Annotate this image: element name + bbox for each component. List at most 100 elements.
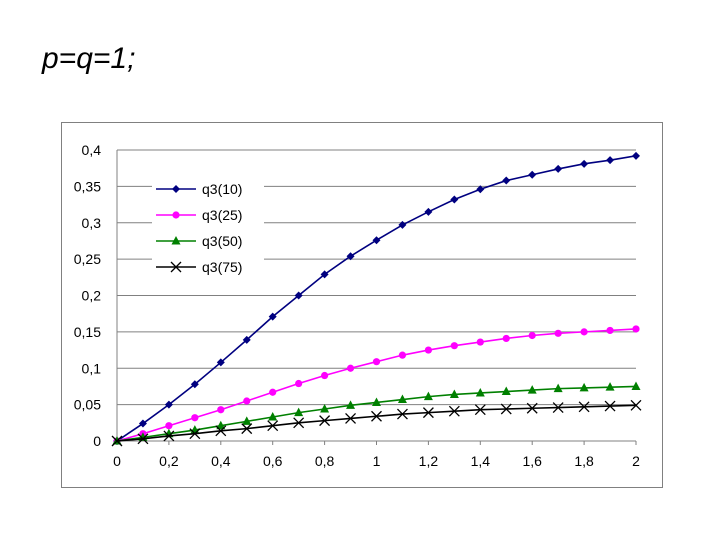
y-tick-label: 0,15	[74, 324, 101, 340]
data-point-series-2	[423, 391, 433, 401]
data-point-series-3	[345, 412, 357, 424]
x-tick-label: 0,8	[315, 453, 335, 469]
data-point-series-3	[526, 402, 538, 414]
data-point-series-2	[294, 407, 304, 417]
data-point-series-0	[190, 380, 199, 389]
x-tick-label: 0,6	[263, 453, 283, 469]
data-point-series-3	[241, 423, 253, 435]
data-point-series-0	[164, 400, 173, 409]
legend-label-1: q3(25)	[202, 207, 242, 223]
y-tick-label: 0,05	[74, 397, 101, 413]
data-point-series-3	[319, 415, 331, 427]
data-point-series-0	[528, 170, 537, 179]
data-point-series-0	[632, 151, 640, 160]
data-point-series-0	[346, 252, 355, 261]
legend-marker-0	[172, 185, 180, 193]
data-point-series-2	[320, 403, 330, 413]
data-point-series-0	[242, 335, 251, 344]
data-point-series-1	[554, 329, 562, 337]
legend-label-3: q3(75)	[202, 259, 242, 275]
chart-frame: 0 0,05 0,1 0,15 0,2 0,25 0,3 0,35 0,4 0 0,2 0,4 0,6 0…	[61, 122, 663, 488]
slide-title: p=q=1;	[42, 42, 136, 75]
line-chart: 0 0,05 0,1 0,15 0,2 0,25 0,3 0,35 0,4 0 0,2 0,4 0,6 0…	[74, 142, 642, 469]
data-point-series-2	[346, 400, 356, 409]
data-point-series-1	[269, 388, 277, 396]
x-tick-label: 2	[632, 453, 640, 469]
data-point-series-0	[372, 236, 381, 245]
data-point-series-1	[632, 325, 640, 333]
data-point-series-1	[217, 406, 225, 414]
data-point-series-3	[396, 408, 408, 420]
data-point-series-0	[398, 220, 407, 229]
data-point-series-3	[137, 433, 149, 445]
data-point-series-2	[527, 385, 537, 394]
legend-marker-1	[172, 211, 180, 219]
y-tick-label: 0	[93, 433, 101, 449]
data-point-series-1	[606, 326, 614, 335]
data-point-series-2	[553, 383, 563, 393]
data-point-series-0	[320, 270, 329, 279]
series-line-3	[116, 404, 637, 442]
data-point-series-0	[216, 358, 225, 367]
data-point-series-3	[448, 405, 460, 417]
data-point-series-0	[424, 207, 433, 216]
data-point-series-1	[476, 338, 484, 346]
data-point-series-0	[502, 176, 511, 185]
x-tick-label: 1,6	[522, 453, 542, 469]
data-point-series-2	[372, 397, 381, 406]
data-point-series-2	[631, 381, 641, 390]
data-point-series-2	[475, 387, 485, 397]
data-point-series-0	[268, 312, 277, 321]
legend-marker-3	[170, 261, 182, 273]
data-point-series-3	[604, 400, 616, 412]
data-point-series-3	[500, 403, 512, 415]
y-tick-label: 0,4	[82, 142, 102, 158]
data-point-series-1	[295, 379, 303, 388]
data-point-series-1	[372, 358, 381, 366]
data-point-series-2	[242, 416, 252, 425]
legend-box	[152, 175, 264, 279]
data-point-series-3	[474, 404, 486, 416]
data-point-series-3	[371, 410, 382, 422]
data-point-series-2	[268, 411, 278, 421]
data-point-series-1	[346, 364, 355, 372]
data-point-series-0	[606, 156, 615, 165]
data-point-series-1	[424, 346, 432, 354]
y-tick-label: 0,25	[74, 251, 101, 267]
data-point-series-2	[449, 389, 459, 398]
data-point-series-3	[293, 417, 305, 429]
x-tick-label: 0,4	[211, 453, 231, 469]
y-tick-label: 0,35	[74, 178, 101, 194]
data-point-series-3	[163, 430, 175, 442]
data-point-series-3	[111, 435, 123, 447]
legend-marker-2	[171, 236, 181, 245]
data-point-series-1	[398, 351, 407, 359]
data-point-series-2	[605, 382, 615, 391]
data-point-series-0	[580, 159, 589, 168]
data-point-series-2	[501, 386, 511, 396]
x-tick-label: 0,2	[159, 453, 179, 469]
data-point-series-2	[579, 382, 589, 392]
y-tick-label: 0,1	[82, 360, 102, 376]
data-point-series-1	[243, 397, 251, 405]
data-point-series-1	[502, 334, 510, 343]
data-point-series-3	[267, 420, 279, 432]
data-point-series-3	[422, 407, 434, 419]
data-point-series-1	[450, 342, 458, 350]
x-tick-label: 1,4	[471, 453, 491, 469]
y-tick-label: 0,3	[82, 215, 102, 231]
data-point-series-0	[294, 291, 303, 300]
data-point-series-1	[321, 371, 329, 380]
data-point-series-1	[580, 328, 588, 336]
data-point-series-0	[554, 164, 563, 173]
x-tick-label: 1	[373, 453, 381, 469]
data-point-series-3	[215, 425, 227, 437]
data-point-series-3	[189, 428, 201, 440]
data-point-series-2	[397, 394, 407, 404]
x-tick-label: 1,2	[419, 453, 439, 469]
data-point-series-0	[476, 185, 485, 194]
data-point-series-1	[191, 414, 199, 422]
data-point-series-3	[552, 402, 564, 413]
y-tick-label: 0,2	[82, 288, 102, 304]
data-point-series-1	[528, 331, 536, 340]
